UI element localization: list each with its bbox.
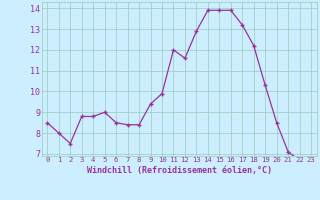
X-axis label: Windchill (Refroidissement éolien,°C): Windchill (Refroidissement éolien,°C) — [87, 166, 272, 175]
